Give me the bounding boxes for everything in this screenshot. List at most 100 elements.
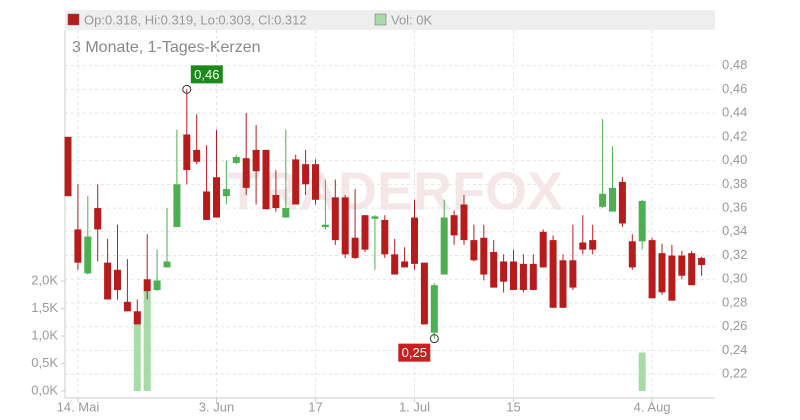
candle-body	[460, 204, 468, 241]
x-tick-label: 17	[308, 399, 322, 414]
candle-body	[64, 136, 72, 197]
candle-body	[510, 261, 517, 290]
candle-body	[173, 184, 181, 228]
candle-body	[252, 149, 260, 172]
annotation-marker	[182, 84, 192, 94]
candle-body	[282, 208, 290, 218]
candle-body	[430, 285, 438, 333]
candle-body	[401, 261, 409, 268]
y2-tick-label: 2,0K	[31, 272, 58, 287]
watermark: TRADERFOX	[227, 161, 563, 221]
y-tick-label: 0,46	[722, 81, 747, 96]
candle-body	[114, 269, 121, 290]
candle-body	[341, 197, 349, 255]
candle-body	[420, 262, 428, 325]
candle-body	[589, 240, 597, 250]
x-tick-label: 4. Aug	[634, 399, 671, 414]
volume-bar	[638, 352, 646, 391]
candle-body	[618, 181, 626, 224]
candle-body	[371, 216, 379, 219]
legend-volume: Vol: 0K	[391, 12, 433, 27]
candle-body	[312, 164, 319, 200]
candle-body	[391, 254, 399, 275]
y-tick-label: 0,40	[722, 152, 747, 167]
legend-ohlc: Op:0.318, Hi:0.319, Lo:0.303, Cl:0.312	[84, 12, 307, 27]
candle-body	[688, 253, 696, 286]
candle-body	[539, 231, 547, 268]
y-tick-label: 0,38	[722, 176, 747, 191]
candle-body	[519, 263, 527, 290]
y2-tick-label: 1,5K	[31, 300, 58, 315]
candle-body	[213, 177, 220, 218]
legend-swatch	[374, 13, 387, 26]
candle-body	[569, 260, 577, 288]
candle-body	[331, 197, 339, 241]
y2-tick-label: 0,0K	[31, 382, 58, 397]
candle-body	[678, 255, 686, 276]
candle-body	[668, 255, 676, 301]
volume-bar	[133, 311, 141, 391]
candle-body	[321, 224, 329, 228]
candle-body	[440, 217, 448, 275]
x-tick-label: 1. Jul	[399, 399, 430, 414]
candle-body	[500, 261, 508, 282]
y-tick-label: 0,30	[722, 271, 747, 286]
candle-body	[658, 253, 666, 293]
candle-body	[698, 257, 706, 266]
candle-body	[351, 237, 359, 258]
annotation-marker	[429, 334, 439, 344]
header-bar	[65, 10, 715, 30]
candle-body	[242, 158, 250, 188]
candle-body	[203, 191, 211, 220]
y-tick-label: 0,24	[722, 342, 747, 357]
candle-body	[193, 149, 201, 162]
y-tick-label: 0,34	[722, 223, 747, 238]
y-tick-label: 0,22	[722, 366, 747, 381]
candle-body	[183, 134, 191, 171]
candle-body	[292, 159, 300, 205]
candle-body	[163, 261, 171, 268]
candle-body	[480, 237, 488, 275]
y-tick-label: 0,32	[722, 247, 747, 262]
candle-body	[599, 193, 607, 207]
candle-body	[143, 279, 151, 292]
annotation-box	[190, 65, 223, 84]
candle-body	[559, 260, 567, 308]
candle-body	[490, 251, 498, 288]
candle-body	[648, 240, 656, 299]
candle-body	[638, 200, 646, 242]
candle-body	[579, 242, 587, 250]
candle-body	[411, 217, 418, 264]
candle-body	[232, 157, 240, 163]
candle-body	[222, 189, 230, 197]
x-tick-label: 14. Mai	[57, 399, 100, 414]
candle-body	[529, 263, 537, 290]
candle-body	[74, 229, 82, 263]
candle-body	[123, 301, 131, 312]
candle-body	[94, 208, 102, 230]
candle-body	[470, 240, 478, 261]
y-tick-label: 0,42	[722, 128, 747, 143]
y-tick-label: 0,26	[722, 318, 747, 333]
y2-tick-label: 1,0K	[31, 327, 58, 342]
chart-title: 3 Monate, 1-Tages-Kerzen	[72, 39, 261, 56]
annotation-label: 0,25	[402, 345, 427, 360]
y-tick-label: 0,48	[722, 57, 747, 72]
annotation-label: 0,46	[194, 67, 219, 82]
candle-body	[381, 219, 389, 255]
candle-body	[361, 215, 369, 250]
candle-body	[262, 149, 270, 210]
volume-bar	[143, 289, 151, 391]
candle-body	[84, 236, 92, 274]
candle-body	[104, 262, 112, 300]
y-tick-label: 0,36	[722, 200, 747, 215]
candle-body	[272, 195, 280, 209]
y-tick-label: 0,44	[722, 105, 747, 120]
x-tick-label: 15	[506, 399, 520, 414]
candle-body	[450, 215, 458, 236]
candle-body	[302, 164, 310, 185]
x-tick-label: 3. Jun	[199, 399, 234, 414]
y2-tick-label: 0,5K	[31, 355, 58, 370]
candle-body	[628, 241, 636, 268]
